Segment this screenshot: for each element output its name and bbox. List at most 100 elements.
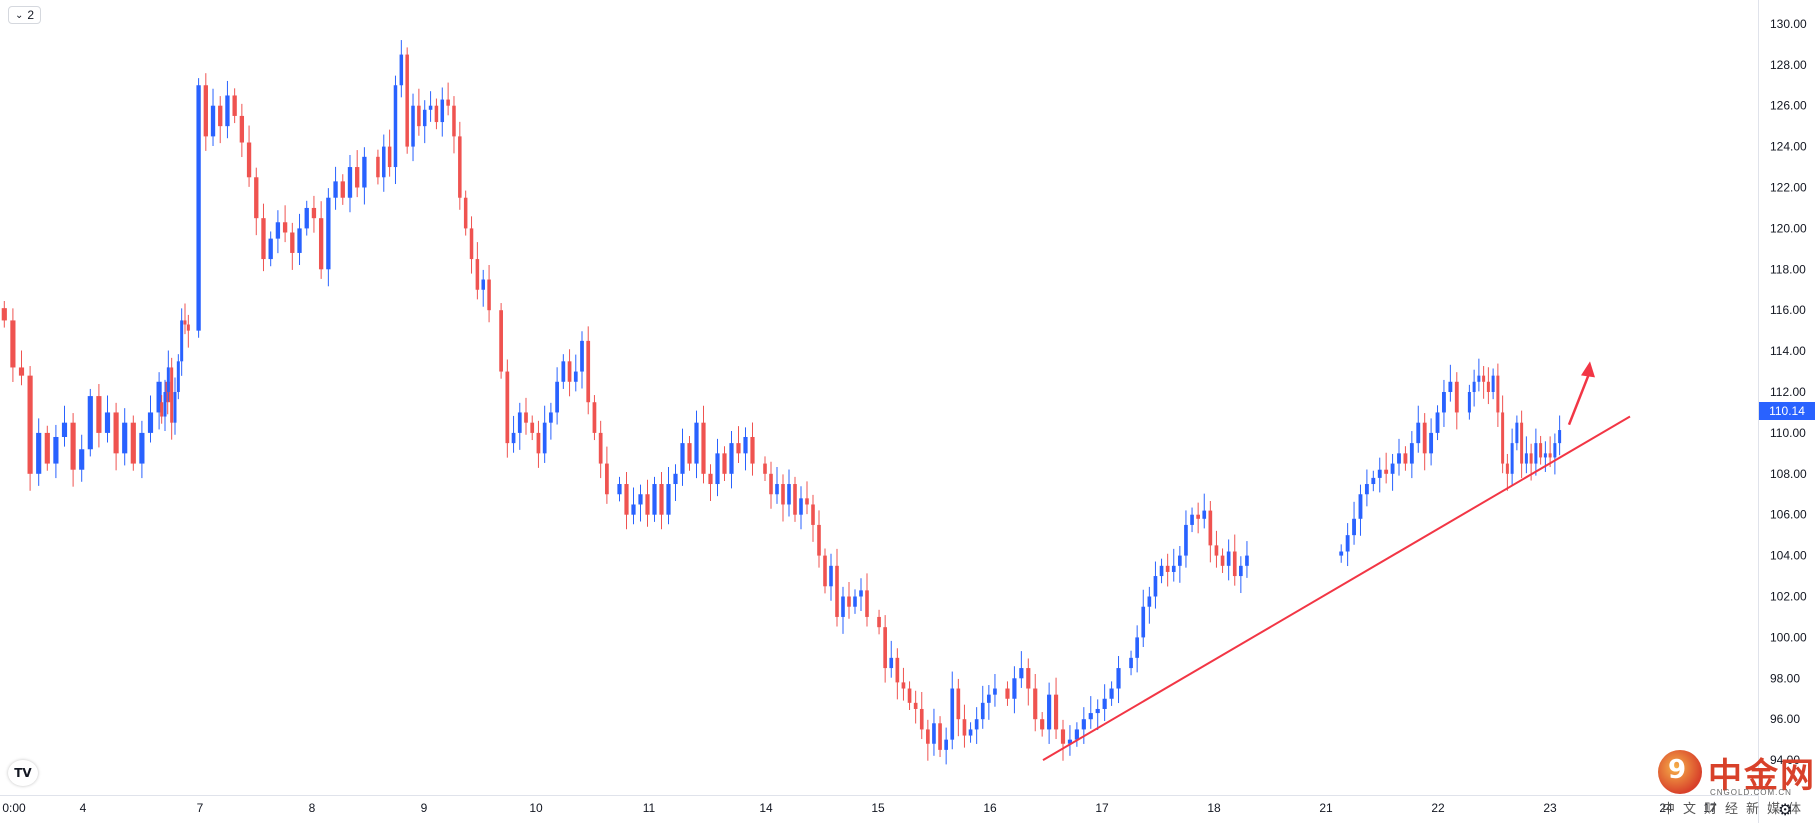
candle bbox=[511, 415, 516, 453]
candle-body bbox=[446, 99, 450, 106]
price-tick-label: 114.00 bbox=[1770, 344, 1806, 358]
candle bbox=[673, 464, 678, 501]
candle bbox=[883, 615, 887, 683]
up-arrow-shaft[interactable] bbox=[1567, 370, 1592, 426]
candle bbox=[1409, 431, 1414, 479]
up-arrow-icon[interactable] bbox=[1581, 361, 1595, 378]
candle-body bbox=[104, 412, 111, 433]
candle-body bbox=[853, 596, 857, 607]
candle bbox=[505, 359, 510, 458]
candle bbox=[318, 201, 324, 279]
candle bbox=[268, 231, 273, 267]
time-tick-label: 8 bbox=[309, 801, 316, 815]
candle bbox=[659, 471, 664, 530]
candle bbox=[722, 446, 727, 481]
candle bbox=[907, 681, 912, 710]
candle bbox=[326, 188, 331, 287]
candle bbox=[1467, 384, 1471, 420]
candle-body bbox=[1053, 694, 1059, 730]
candle-body bbox=[811, 504, 815, 525]
candle-body bbox=[555, 381, 559, 413]
candle bbox=[475, 242, 480, 300]
candle-body bbox=[781, 484, 785, 505]
candle bbox=[1081, 707, 1086, 744]
candle bbox=[1339, 544, 1344, 563]
candle bbox=[645, 479, 650, 527]
interval-badge[interactable]: ⌄ 2 bbox=[8, 6, 42, 24]
time-tick-label: 22 bbox=[1431, 801, 1445, 815]
candle-body bbox=[387, 146, 392, 168]
candle-body bbox=[586, 340, 591, 403]
candle bbox=[987, 685, 991, 720]
candle-body bbox=[1510, 443, 1514, 474]
candle bbox=[53, 424, 59, 479]
candle-body bbox=[1435, 412, 1440, 433]
candle bbox=[617, 476, 622, 502]
candle-body bbox=[61, 422, 68, 437]
candle bbox=[1403, 446, 1408, 471]
last-price-tag-bg bbox=[1759, 402, 1815, 420]
candle bbox=[763, 456, 767, 481]
candle-body bbox=[196, 85, 201, 331]
candle bbox=[1239, 556, 1243, 594]
candle-body bbox=[210, 105, 216, 137]
candle-body bbox=[1529, 453, 1533, 464]
gear-icon[interactable]: ⚙ bbox=[1778, 800, 1792, 820]
candle bbox=[1159, 558, 1164, 584]
candle bbox=[18, 350, 25, 386]
candle-body bbox=[1178, 555, 1182, 566]
time-tick-label: 17 bbox=[1095, 801, 1109, 815]
candle-body bbox=[631, 504, 636, 515]
candle-body bbox=[340, 181, 345, 198]
candle-body bbox=[511, 432, 516, 444]
candle bbox=[567, 349, 572, 397]
candle-body bbox=[1371, 477, 1376, 485]
candle bbox=[1371, 470, 1376, 492]
candle-body bbox=[598, 432, 603, 464]
candle-body bbox=[1491, 375, 1495, 392]
candle-body bbox=[239, 115, 245, 143]
candle bbox=[980, 685, 985, 729]
candle-body bbox=[592, 402, 597, 433]
candle bbox=[122, 408, 128, 466]
candle bbox=[1171, 548, 1176, 582]
candle-body bbox=[186, 324, 190, 331]
price-tick-label: 96.00 bbox=[1770, 712, 1800, 726]
price-axis[interactable]: 94.00 96.00 98.00 100.00 102.00 104.00 106.00 1… bbox=[1770, 17, 1807, 767]
candle bbox=[592, 395, 597, 441]
candle-body bbox=[1165, 565, 1170, 572]
candle-body bbox=[715, 453, 720, 485]
candle-body bbox=[561, 361, 566, 382]
candle bbox=[139, 420, 145, 479]
candle-body bbox=[1153, 576, 1158, 597]
support-trendline[interactable] bbox=[1042, 415, 1631, 761]
time-tick-label: 21 bbox=[1319, 801, 1333, 815]
candle-body bbox=[1220, 555, 1225, 566]
candle-body bbox=[638, 494, 643, 505]
candle-body bbox=[1416, 422, 1421, 444]
price-tick-label: 102.00 bbox=[1770, 590, 1807, 604]
candle-body bbox=[729, 443, 734, 474]
candle bbox=[1553, 433, 1557, 475]
candle bbox=[304, 200, 309, 236]
candle bbox=[889, 640, 894, 678]
candle-body bbox=[1548, 453, 1552, 458]
candle-body bbox=[1026, 668, 1031, 689]
candle-body bbox=[1384, 469, 1389, 474]
time-tick-label: 7 bbox=[197, 801, 204, 815]
candle bbox=[919, 692, 924, 740]
time-axis[interactable]: 0:00 4 7 8 9 10 11 14 15 16 17 18 21 22 23 24 17 bbox=[2, 801, 1717, 815]
candle bbox=[481, 269, 485, 307]
candle bbox=[624, 471, 629, 530]
candle bbox=[736, 426, 741, 463]
candle-body bbox=[27, 375, 33, 474]
candle-body bbox=[617, 484, 622, 495]
candle bbox=[27, 366, 33, 491]
candle bbox=[113, 402, 119, 471]
candle-body bbox=[549, 412, 553, 423]
candle-body bbox=[1339, 551, 1344, 556]
candle bbox=[530, 415, 535, 441]
candle bbox=[715, 438, 720, 497]
tradingview-logo-icon[interactable]: TV bbox=[8, 760, 38, 786]
